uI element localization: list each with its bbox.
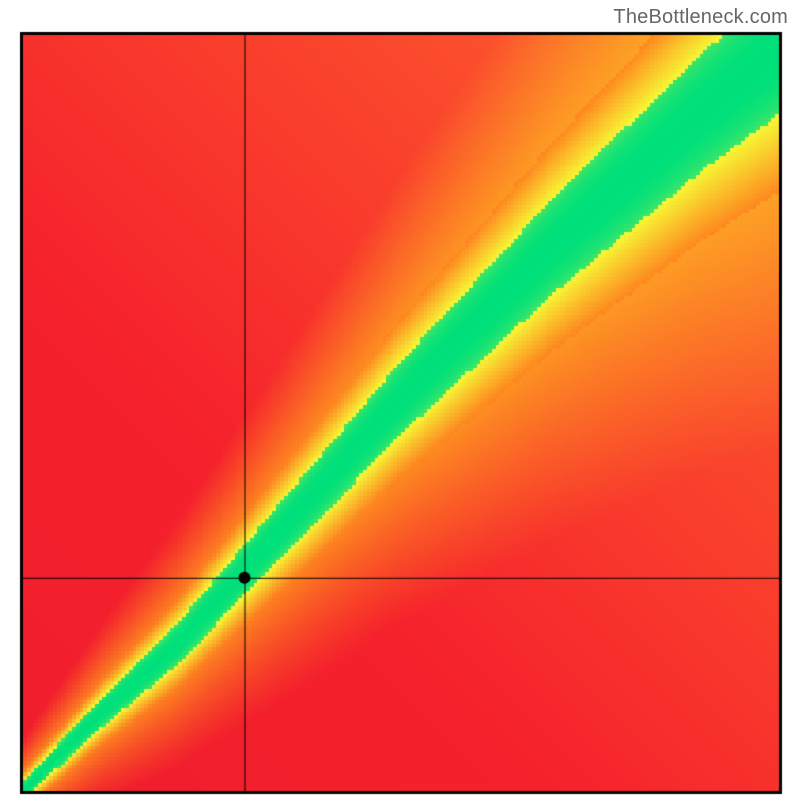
bottleneck-heatmap bbox=[0, 0, 800, 800]
watermark-text: TheBottleneck.com bbox=[613, 6, 788, 29]
chart-container: TheBottleneck.com bbox=[0, 0, 800, 800]
